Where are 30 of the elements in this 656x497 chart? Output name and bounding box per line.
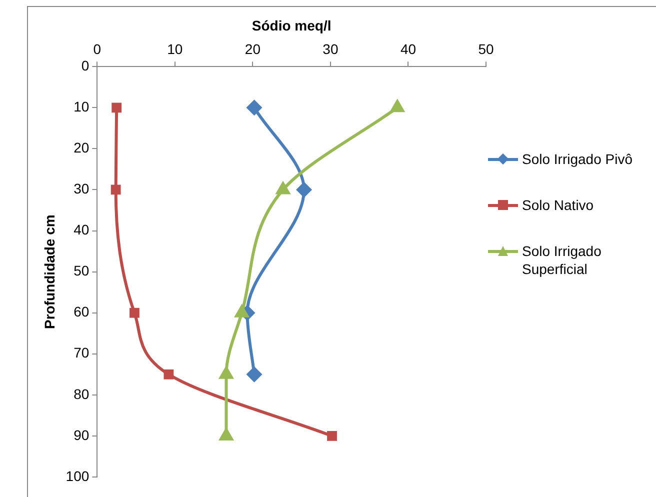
point xyxy=(246,366,262,382)
y-tick-label: 60 xyxy=(74,304,90,320)
y-tick-label: 100 xyxy=(66,468,90,484)
legend-label: Solo Nativo xyxy=(522,197,594,213)
y-tick-label: 30 xyxy=(74,180,90,197)
point xyxy=(110,184,121,195)
legend-label: Solo Irrigado Superficial xyxy=(522,243,602,277)
x-tick-label: 50 xyxy=(478,41,494,58)
point xyxy=(327,431,337,441)
legend-label: Solo Irrigado Pivô xyxy=(522,151,633,167)
y-tick-label: 0 xyxy=(81,57,90,74)
y-tick-label: 80 xyxy=(74,386,90,402)
y-tick-label: 40 xyxy=(74,222,90,238)
x-tick-label: 10 xyxy=(167,41,183,58)
y-tick-label: 50 xyxy=(74,262,90,279)
y-tick-label: 20 xyxy=(74,140,90,156)
y-tick-label: 10 xyxy=(74,98,90,114)
x-axis-title: Sódio meq/l xyxy=(252,17,332,34)
point xyxy=(296,182,312,198)
y-axis-title: Profundidade cm xyxy=(41,214,58,329)
y-tick-label: 90 xyxy=(74,426,90,443)
x-tick-label: 0 xyxy=(93,41,102,58)
y-tick-label: 70 xyxy=(74,344,90,361)
point xyxy=(130,308,140,318)
point xyxy=(112,102,122,113)
x-tick-label: 30 xyxy=(322,41,338,58)
x-tick-label: 40 xyxy=(400,41,416,58)
point xyxy=(164,369,174,380)
point xyxy=(246,100,262,116)
x-tick-label: 20 xyxy=(244,41,261,58)
